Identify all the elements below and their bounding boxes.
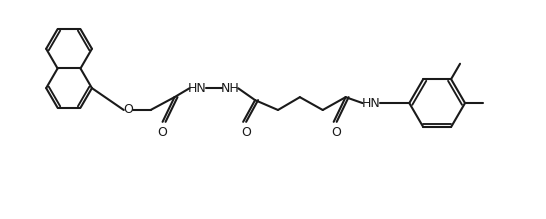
Text: O: O	[123, 104, 133, 117]
Text: HN: HN	[362, 97, 381, 110]
Text: O: O	[332, 126, 342, 139]
Text: O: O	[158, 126, 168, 139]
Text: NH: NH	[221, 82, 240, 95]
Text: HN: HN	[188, 82, 207, 95]
Text: O: O	[241, 126, 251, 139]
